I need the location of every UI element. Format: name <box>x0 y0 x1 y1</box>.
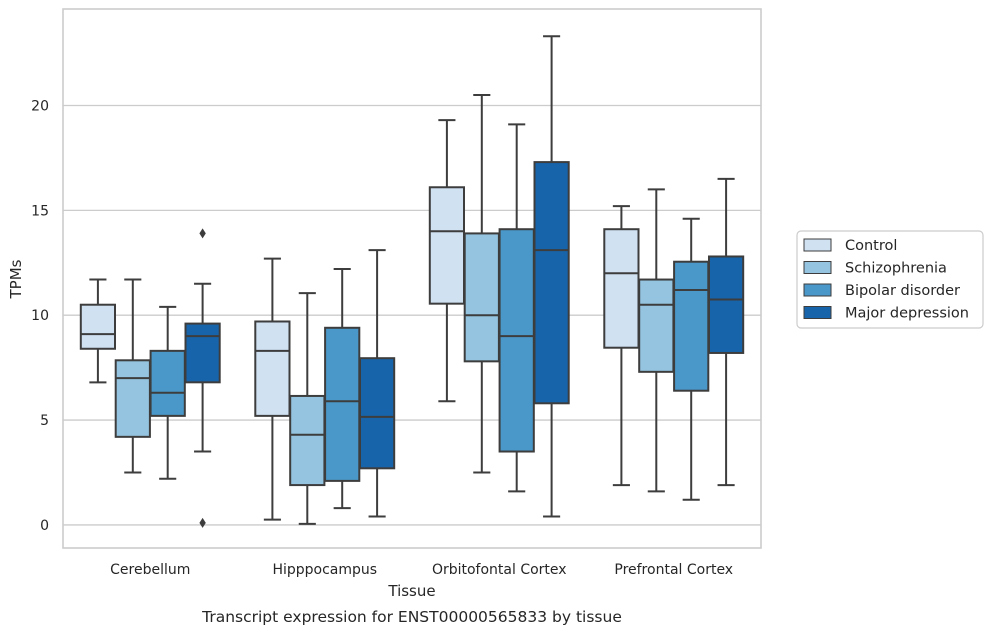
box-body <box>149 349 186 417</box>
gridlines <box>63 104 761 526</box>
box-schizophrenia <box>463 93 500 474</box>
box-body <box>358 357 396 470</box>
box-body <box>463 232 500 363</box>
box-bipolar-disorder <box>498 123 535 493</box>
y-tick-label: 5 <box>40 413 49 429</box>
box-schizophrenia <box>114 278 151 474</box>
box-major-depression <box>184 228 221 528</box>
box-control <box>603 205 640 487</box>
outlier-marker <box>199 228 206 239</box>
box-body <box>289 394 326 487</box>
y-tick-label: 20 <box>31 98 49 114</box>
box-schizophrenia <box>638 188 675 493</box>
legend-box <box>796 230 984 329</box>
box-bipolar-disorder <box>149 305 186 480</box>
boxes <box>79 35 745 528</box>
y-axis-label: TPMs <box>7 259 25 299</box>
x-tick-labels: Cerebellum Hipppocampus Orbitofontal Corte… <box>110 562 733 578</box>
box-bipolar-disorder <box>324 268 361 510</box>
box-body <box>498 228 535 453</box>
legend-swatch <box>803 306 832 319</box>
legend-label: Schizophrenia <box>845 261 947 277</box>
box-control <box>428 119 466 403</box>
y-tick-label: 0 <box>40 518 49 534</box>
box-body <box>254 320 291 417</box>
box-major-depression <box>358 249 396 518</box>
box-body <box>428 186 466 305</box>
plot-frame <box>62 8 762 549</box>
x-tick-label: Prefrontal Cortex <box>614 562 733 578</box>
legend-label: Major depression <box>845 306 969 322</box>
legend-swatch <box>803 261 832 274</box>
box-body <box>638 278 675 373</box>
box-bipolar-disorder <box>673 217 710 501</box>
y-tick-labels: 0 5 10 15 20 <box>31 98 49 533</box>
box-body <box>673 260 710 392</box>
legend-label: Control <box>845 238 897 254</box>
box-body <box>707 255 745 354</box>
y-tick-label: 10 <box>31 308 49 324</box>
x-tick-label: Hipppocampus <box>272 562 377 578</box>
legend: Control Schizophrenia Bipolar disorder Majo… <box>796 230 984 329</box>
x-axis-label: Tissue <box>387 582 435 600</box>
legend-label: Bipolar disorder <box>845 283 960 299</box>
box-control <box>79 278 117 384</box>
box-body <box>533 161 570 405</box>
x-tick-label: Orbitofontal Cortex <box>432 562 567 578</box>
chart-caption: Transcript expression for ENST0000056583… <box>201 608 622 626</box>
box-body <box>603 228 640 349</box>
legend-swatch <box>803 283 832 297</box>
outlier-marker <box>199 517 206 528</box>
legend-swatch <box>803 238 832 252</box>
box-schizophrenia <box>289 292 326 525</box>
box-body <box>184 322 221 384</box>
box-body <box>324 326 361 482</box>
y-tick-label: 15 <box>31 203 49 219</box>
box-control <box>254 257 291 521</box>
box-major-depression <box>533 35 570 518</box>
box-body <box>79 303 117 350</box>
box-body <box>114 359 151 438</box>
box-major-depression <box>707 177 745 487</box>
x-tick-label: Cerebellum <box>110 562 190 578</box>
